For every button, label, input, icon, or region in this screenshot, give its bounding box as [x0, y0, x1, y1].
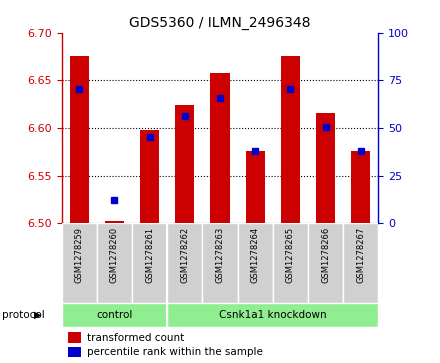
Text: GSM1278265: GSM1278265	[286, 227, 295, 284]
Bar	[132, 223, 167, 303]
Text: GSM1278264: GSM1278264	[251, 227, 260, 284]
Text: control: control	[96, 310, 132, 320]
Bar	[351, 151, 370, 223]
Bar	[210, 73, 230, 223]
Bar	[167, 223, 202, 303]
Bar	[167, 303, 378, 327]
Bar	[238, 223, 273, 303]
Text: GSM1278259: GSM1278259	[75, 227, 84, 283]
Bar	[97, 223, 132, 303]
Bar	[246, 151, 265, 223]
Text: ▶: ▶	[33, 310, 41, 320]
Bar	[281, 56, 300, 223]
Bar	[140, 130, 159, 223]
Bar	[175, 105, 194, 223]
Text: transformed count: transformed count	[87, 333, 184, 343]
Text: GSM1278267: GSM1278267	[356, 227, 365, 284]
Bar	[105, 221, 124, 223]
Bar	[62, 303, 167, 327]
Bar	[202, 223, 238, 303]
Bar	[68, 333, 81, 343]
Text: GSM1278266: GSM1278266	[321, 227, 330, 284]
Text: GSM1278263: GSM1278263	[216, 227, 224, 284]
Text: GSM1278262: GSM1278262	[180, 227, 189, 284]
Bar	[273, 223, 308, 303]
Text: GSM1278260: GSM1278260	[110, 227, 119, 284]
Bar	[316, 113, 335, 223]
Text: percentile rank within the sample: percentile rank within the sample	[87, 347, 263, 357]
Bar	[343, 223, 378, 303]
Bar	[70, 56, 89, 223]
Text: GDS5360 / ILMN_2496348: GDS5360 / ILMN_2496348	[129, 16, 311, 30]
Bar	[68, 347, 81, 357]
Text: Csnk1a1 knockdown: Csnk1a1 knockdown	[219, 310, 326, 320]
Text: GSM1278261: GSM1278261	[145, 227, 154, 284]
Bar	[62, 223, 97, 303]
Text: protocol: protocol	[2, 310, 45, 320]
Bar	[308, 223, 343, 303]
